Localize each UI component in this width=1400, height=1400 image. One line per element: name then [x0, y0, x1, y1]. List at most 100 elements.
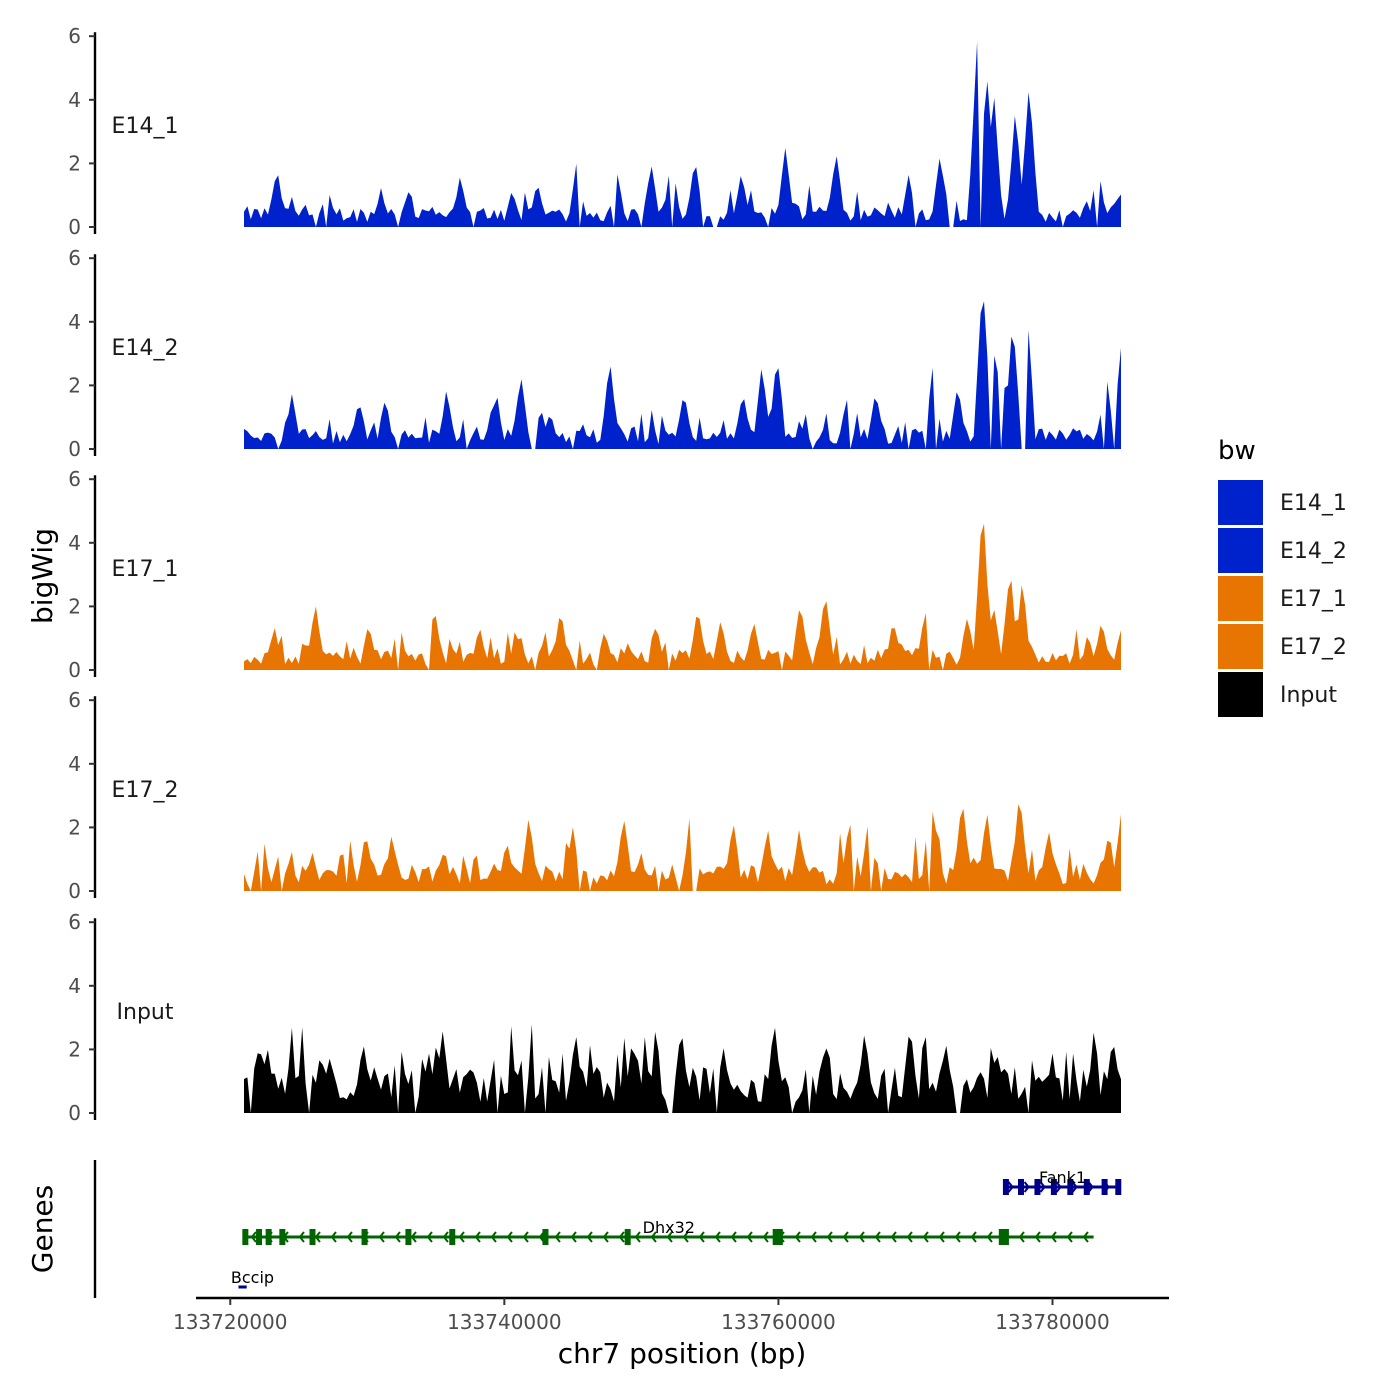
legend-key-e17-2	[1218, 624, 1263, 669]
y-tick-label: 2	[68, 594, 81, 618]
track-panel-e14-1: 0 2 4 6 E14_1	[68, 24, 1121, 239]
gene-dhx32: Dhx32	[242, 1218, 1094, 1245]
exon	[265, 1229, 272, 1245]
exon	[1115, 1179, 1122, 1195]
legend-key-e17-1	[1218, 576, 1263, 621]
y-tick-label: 0	[68, 215, 81, 239]
gene-track: Fank1 Dhx32 Bccip	[93, 1160, 1122, 1298]
strand-arrow	[634, 1231, 641, 1243]
exon	[542, 1229, 549, 1245]
strand-arrow	[330, 1231, 337, 1243]
y-tick-label: 6	[68, 246, 81, 270]
strand-arrow	[554, 1231, 561, 1243]
y-tick-label: 6	[68, 467, 81, 491]
exon	[279, 1229, 286, 1245]
gene-bccip: Bccip	[231, 1268, 274, 1289]
x-axis: 133720000 133740000 133760000 133780000	[173, 1296, 1169, 1334]
y-tick-label: 4	[68, 531, 81, 555]
strand-arrow	[346, 1231, 353, 1243]
strand-arrow	[490, 1231, 497, 1243]
x-tick-label: 133720000	[173, 1310, 288, 1334]
gene-label: Dhx32	[643, 1218, 695, 1237]
strand-arrow	[378, 1231, 385, 1243]
y-tick-label: 2	[68, 151, 81, 175]
strand-arrow	[986, 1231, 993, 1243]
track-label: E17_2	[112, 778, 179, 803]
y-tick-label: 4	[68, 974, 81, 998]
x-axis-title: chr7 position (bp)	[558, 1337, 807, 1370]
strand-arrow	[1018, 1231, 1025, 1243]
strand-arrow	[602, 1231, 609, 1243]
y-tick-label: 0	[68, 437, 81, 461]
strand-arrow	[1082, 1231, 1089, 1243]
exon	[1034, 1179, 1041, 1195]
strand-arrow	[474, 1231, 481, 1243]
y-tick-label: 2	[68, 815, 81, 839]
strand-arrow	[1066, 1231, 1073, 1243]
gene-label: Fank1	[1039, 1168, 1086, 1187]
legend-label: Input	[1280, 683, 1337, 708]
strand-arrow	[1050, 1231, 1057, 1243]
strand-arrow	[954, 1231, 961, 1243]
gene-fank1: Fank1	[1002, 1168, 1122, 1195]
strand-arrow	[666, 1231, 673, 1243]
y-tick-label: 2	[68, 1037, 81, 1061]
strand-arrow	[618, 1231, 625, 1243]
exon	[1067, 1179, 1074, 1195]
exon	[449, 1229, 456, 1245]
strand-arrow	[682, 1231, 689, 1243]
exon	[1050, 1179, 1057, 1195]
x-tick-label: 133780000	[995, 1310, 1110, 1334]
x-tick-label: 133760000	[721, 1310, 836, 1334]
strand-arrow	[1034, 1231, 1041, 1243]
legend-label: E14_2	[1280, 539, 1347, 564]
signal-area-input	[244, 1024, 1121, 1113]
strand-arrow	[714, 1231, 721, 1243]
strand-arrow	[522, 1231, 529, 1243]
y-tick-label: 4	[68, 88, 81, 112]
strand-arrow	[570, 1231, 577, 1243]
genes-track-title: Genes	[26, 1185, 59, 1273]
strand-arrow	[458, 1231, 465, 1243]
y-tick-label: 0	[68, 879, 81, 903]
strand-arrow	[938, 1231, 945, 1243]
strand-arrow	[730, 1231, 737, 1243]
y-tick-label: 2	[68, 373, 81, 397]
strand-arrow	[1071, 1181, 1078, 1193]
strand-arrow	[1007, 1181, 1014, 1193]
legend-key-e14-1	[1218, 480, 1263, 525]
strand-arrow	[1087, 1181, 1094, 1193]
y-tick-label: 4	[68, 310, 81, 334]
strand-arrow	[842, 1231, 849, 1243]
strand-arrow	[250, 1231, 257, 1243]
strand-arrow	[314, 1231, 321, 1243]
exon	[772, 1229, 779, 1245]
track-panel-e17-1: 0 2 4 6 E17_1	[68, 467, 1121, 682]
y-tick-label: 0	[68, 658, 81, 682]
strand-arrow	[394, 1231, 401, 1243]
x-tick-label: 133740000	[447, 1310, 562, 1334]
y-axis-title: bigWig	[26, 528, 59, 624]
strand-arrow	[874, 1231, 881, 1243]
exon	[1002, 1179, 1009, 1195]
legend-key-input	[1218, 672, 1263, 717]
y-tick-label: 0	[68, 1101, 81, 1125]
strand-arrow	[922, 1231, 929, 1243]
exon	[1017, 1179, 1024, 1195]
track-panel-input: 0 2 4 6 Input	[68, 910, 1121, 1125]
track-label: Input	[117, 1000, 174, 1025]
strand-arrow	[1055, 1181, 1062, 1193]
legend-label: E17_1	[1280, 587, 1347, 612]
track-label: E14_2	[112, 336, 179, 361]
legend-title: bw	[1218, 436, 1256, 466]
legend-key-e14-2	[1218, 528, 1263, 573]
exon	[361, 1229, 368, 1245]
strand-arrow	[794, 1231, 801, 1243]
track-panel-e17-2: 0 2 4 6 E17_2	[68, 688, 1121, 903]
track-panel-e14-2: 0 2 4 6 E14_2	[68, 246, 1121, 461]
signal-area-e14-2	[244, 301, 1121, 449]
track-panels: 0 2 4 6 E14_1 0 2 4 6 E14_2 0 2 4 6 E17_1 0 2 4 6 E17_2 0 2 4 6…	[68, 24, 1121, 1125]
exon	[1002, 1229, 1009, 1245]
y-tick-label: 6	[68, 910, 81, 934]
strand-arrow	[1023, 1181, 1030, 1193]
